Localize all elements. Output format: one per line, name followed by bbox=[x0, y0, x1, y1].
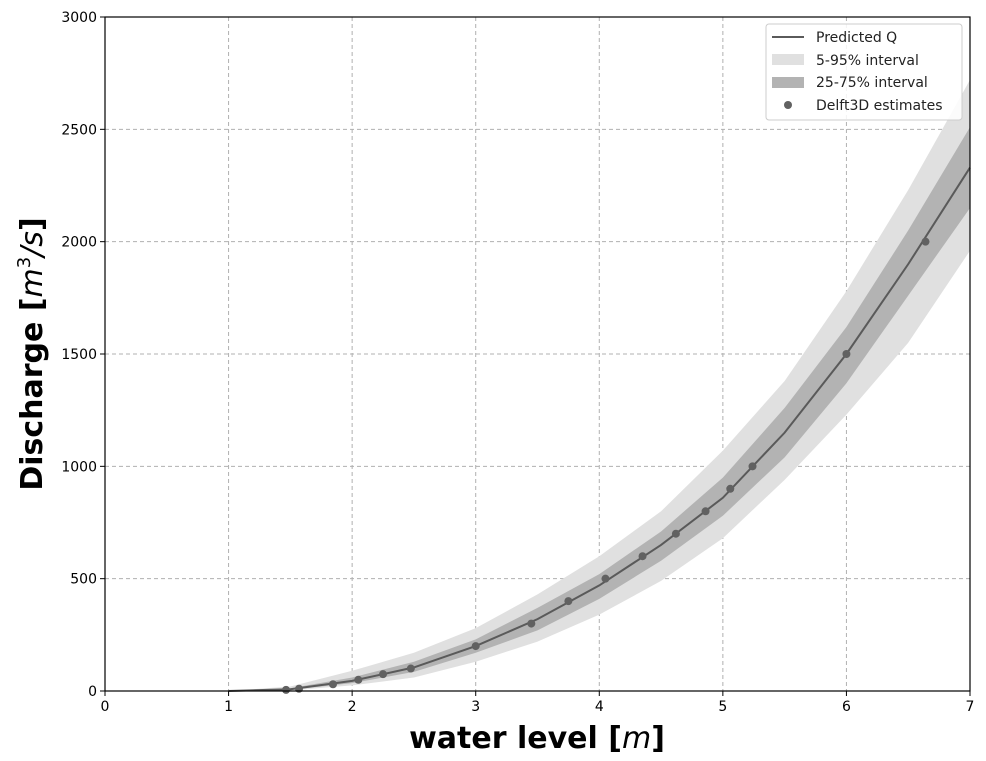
legend-label-5-95: 5-95% interval bbox=[816, 53, 919, 69]
delft3d-point bbox=[601, 574, 610, 583]
x-axis-label-main: water level [ bbox=[409, 721, 622, 756]
y-axis-label-exp: 3 bbox=[14, 257, 35, 268]
delft3d-point bbox=[328, 680, 337, 689]
x-ticks: 0 1 2 3 4 5 6 7 bbox=[101, 691, 975, 715]
delft3d-point bbox=[564, 597, 573, 606]
x-axis-label: water level [m] bbox=[409, 721, 665, 756]
y-tick-label: 3000 bbox=[61, 10, 97, 26]
legend-outer-band-swatch bbox=[772, 54, 804, 65]
y-ticks: 0 500 1000 1500 2000 2500 3000 bbox=[61, 10, 105, 700]
delft3d-point bbox=[726, 484, 735, 493]
y-tick-label: 2500 bbox=[61, 122, 97, 138]
delft3d-point bbox=[921, 237, 930, 246]
delft3d-points bbox=[282, 237, 930, 694]
y-axis-label-main: Discharge [ bbox=[15, 297, 50, 490]
x-tick-label: 2 bbox=[348, 699, 357, 715]
delft3d-point bbox=[282, 685, 291, 694]
y-axis-label-rest: /s bbox=[15, 231, 50, 260]
delft3d-point bbox=[638, 552, 647, 561]
x-tick-label: 4 bbox=[595, 699, 604, 715]
delft3d-point bbox=[406, 664, 415, 673]
x-tick-label: 6 bbox=[842, 699, 851, 715]
y-tick-label: 2000 bbox=[61, 235, 97, 251]
delft3d-point bbox=[527, 619, 536, 628]
band-25-75 bbox=[228, 127, 971, 691]
delft3d-point bbox=[354, 675, 363, 684]
y-tick-label: 0 bbox=[88, 684, 97, 700]
legend-label-delft3d: Delft3D estimates bbox=[816, 98, 943, 114]
legend-inner-band-swatch bbox=[772, 77, 804, 88]
legend-point-swatch bbox=[784, 101, 792, 109]
x-axis-label-close: ] bbox=[651, 721, 665, 756]
x-tick-label: 0 bbox=[101, 699, 110, 715]
y-axis-label: Discharge [m3/s] bbox=[14, 217, 50, 490]
y-axis-label-unit: m bbox=[15, 268, 50, 297]
x-tick-label: 3 bbox=[471, 699, 480, 715]
y-tick-label: 1500 bbox=[61, 347, 97, 363]
y-tick-label: 1000 bbox=[61, 459, 97, 475]
x-axis-label-unit: m bbox=[622, 721, 651, 756]
delft3d-point bbox=[701, 507, 710, 516]
x-tick-label: 1 bbox=[224, 699, 233, 715]
y-tick-label: 500 bbox=[70, 572, 97, 588]
delft3d-point bbox=[671, 529, 680, 538]
delft3d-point bbox=[471, 642, 480, 651]
delft3d-point bbox=[379, 670, 388, 679]
delft3d-point bbox=[842, 350, 851, 358]
legend-box bbox=[765, 23, 963, 121]
legend: Predicted Q 5-95% interval 25-75% interv… bbox=[765, 23, 963, 121]
x-tick-label: 7 bbox=[966, 699, 975, 715]
legend-label-predicted: Predicted Q bbox=[816, 30, 897, 46]
x-tick-label: 5 bbox=[718, 699, 727, 715]
y-axis-label-close: ] bbox=[15, 217, 50, 231]
legend-label-25-75: 25-75% interval bbox=[816, 75, 928, 91]
delft3d-point bbox=[748, 462, 757, 471]
